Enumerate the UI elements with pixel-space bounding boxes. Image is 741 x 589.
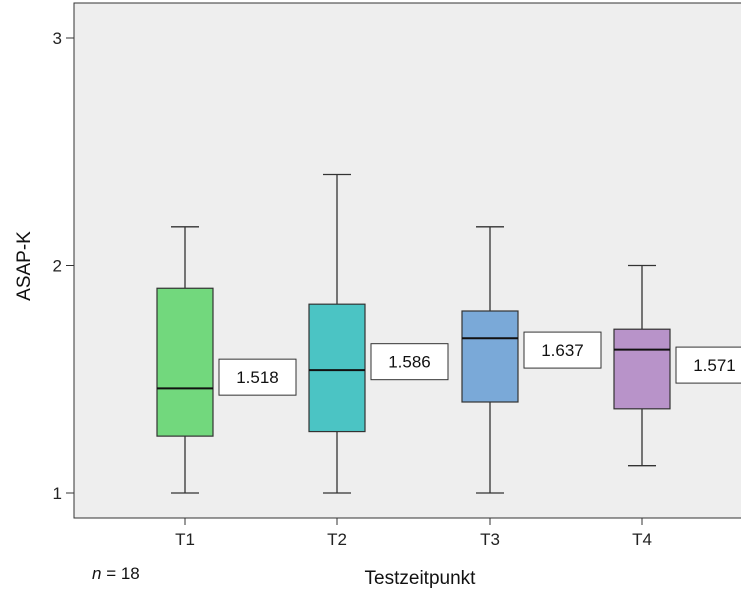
box-t2: 1.586 <box>308 173 449 494</box>
value-label: 1.586 <box>388 353 431 372</box>
value-label: 1.571 <box>693 356 736 375</box>
box-t3: 1.637 <box>461 226 602 494</box>
y-axis: 1 2 3 <box>53 29 74 503</box>
iqr-box <box>461 310 519 403</box>
value-label-box <box>675 346 741 384</box>
y-tick-label: 1 <box>53 484 62 503</box>
iqr-box <box>613 328 671 410</box>
x-axis-title: Testzeitpunkt <box>365 568 477 589</box>
x-tick-label: T3 <box>480 530 500 549</box>
box-series: 1.518 1.586 1.637 1.571 <box>156 173 741 494</box>
y-tick-label: 3 <box>53 29 62 48</box>
y-axis-title: ASAP-K <box>14 231 35 301</box>
x-tick-label: T1 <box>175 530 195 549</box>
value-label-box <box>523 331 602 369</box>
box-t4: 1.571 <box>613 264 741 467</box>
y-tick-label: 2 <box>53 257 62 276</box>
box-t1: 1.518 <box>156 226 297 494</box>
n-value: = 18 <box>101 564 140 583</box>
plot-area <box>73 2 741 519</box>
value-label: 1.637 <box>541 341 584 360</box>
value-label: 1.518 <box>236 368 279 387</box>
x-axis: T1 T2 T3 T4 <box>175 518 652 549</box>
x-tick-label: T4 <box>632 530 652 549</box>
n-symbol: n <box>92 564 102 583</box>
value-label-box <box>218 358 297 396</box>
sample-size-note: n = 18 <box>92 564 140 584</box>
value-label-box <box>370 343 449 381</box>
iqr-box <box>308 303 366 433</box>
iqr-box <box>156 287 214 437</box>
x-tick-label: T2 <box>327 530 347 549</box>
